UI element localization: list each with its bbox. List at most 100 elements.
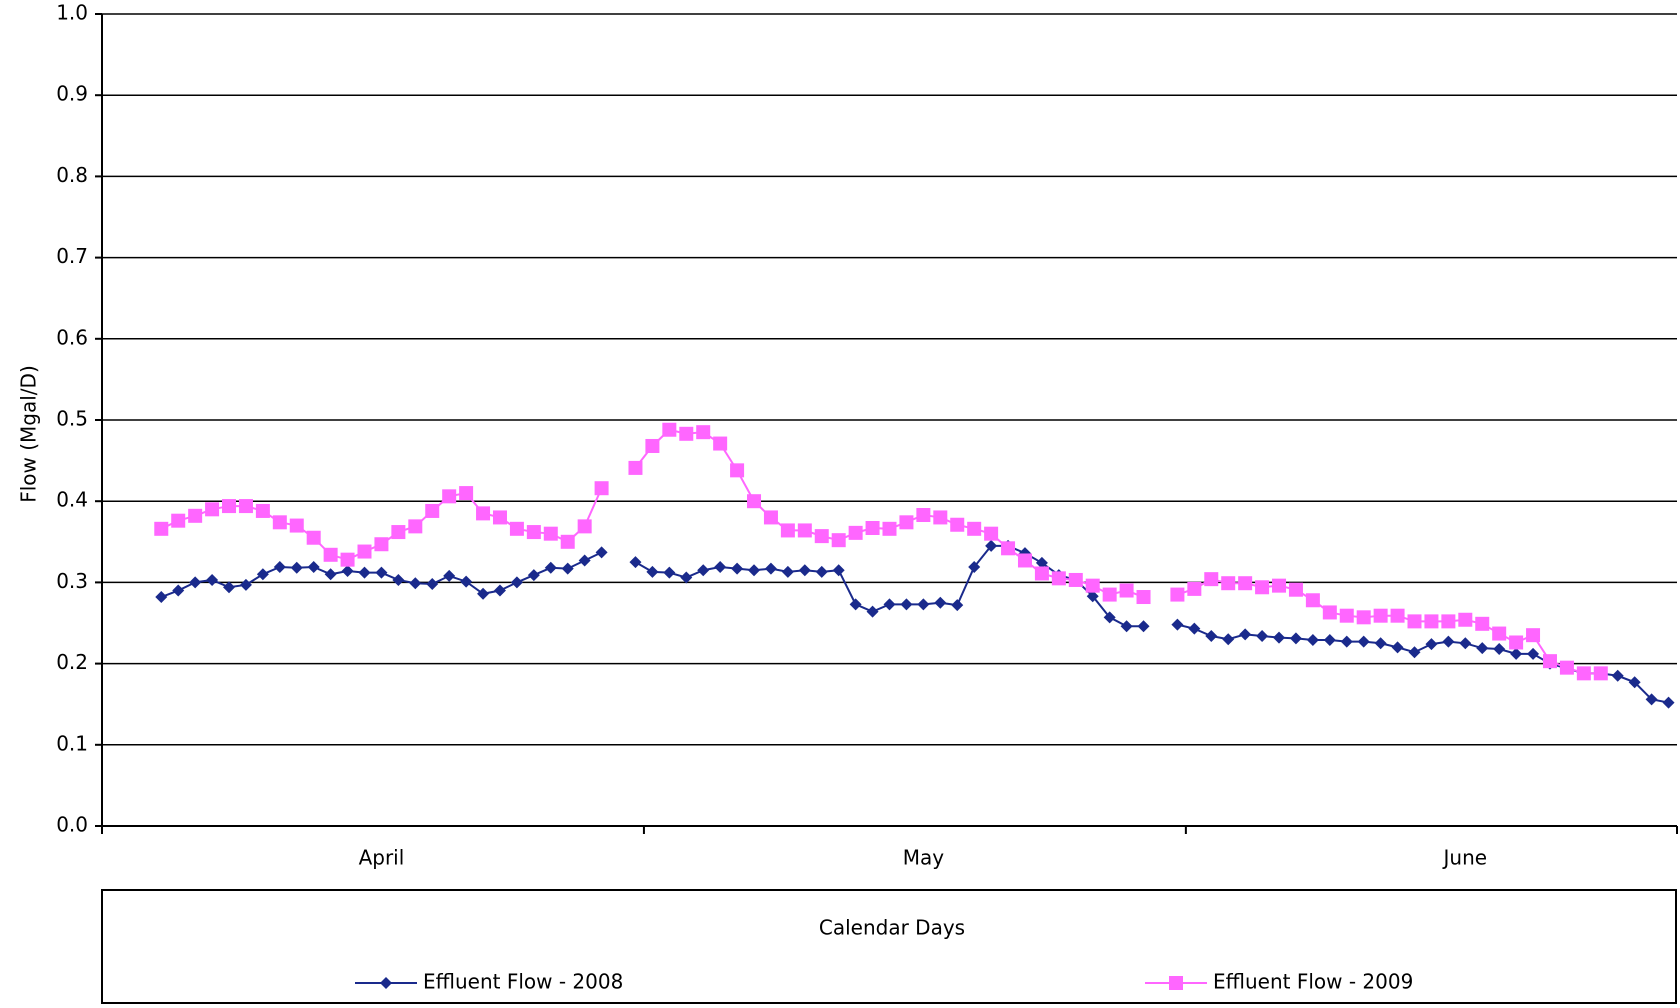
data-point [797, 523, 812, 538]
data-point [391, 525, 406, 540]
data-point [578, 554, 591, 567]
data-point [307, 560, 320, 573]
x-tick-label: May [903, 846, 945, 870]
data-point [1493, 642, 1506, 655]
data-point [950, 517, 965, 532]
data-point [409, 577, 422, 590]
data-point [1408, 646, 1421, 659]
data-point [865, 520, 880, 535]
data-point [375, 566, 388, 579]
legend-box [101, 889, 1677, 1004]
data-point [1407, 614, 1422, 629]
data-point [206, 573, 219, 586]
data-point [1273, 631, 1286, 644]
y-tick-label: 0.9 [56, 82, 88, 106]
data-point [1272, 578, 1287, 593]
data-point [442, 489, 457, 504]
data-point [306, 530, 321, 545]
data-point [968, 560, 981, 573]
data-point [560, 534, 575, 549]
data-point [1306, 634, 1319, 647]
data-point [172, 584, 185, 597]
data-point [1441, 614, 1456, 629]
data-point [510, 576, 523, 589]
data-point [900, 598, 913, 611]
data-point [883, 598, 896, 611]
data-point [984, 526, 999, 541]
data-point [255, 503, 270, 518]
data-point [713, 436, 728, 451]
y-tick-label: 0.3 [56, 569, 88, 593]
data-point [357, 544, 372, 559]
data-point [189, 576, 202, 589]
data-point [882, 521, 897, 536]
data-point [477, 587, 490, 600]
data-point [1255, 580, 1270, 595]
data-point [1425, 638, 1438, 651]
data-point [289, 518, 304, 533]
data-point [1086, 590, 1099, 603]
data-point [899, 515, 914, 530]
x-tick-label: April [359, 846, 405, 870]
data-point [1356, 610, 1371, 625]
data-point [1628, 676, 1641, 689]
data-point [1239, 628, 1252, 641]
data-point [1288, 582, 1303, 597]
data-point [1576, 666, 1591, 681]
data-point [1222, 633, 1235, 646]
data-point [798, 564, 811, 577]
data-point [460, 575, 473, 588]
data-point [679, 426, 694, 441]
data-point [1357, 635, 1370, 648]
data-point [697, 564, 710, 577]
data-point [951, 599, 964, 612]
data-point [628, 460, 643, 475]
data-point [814, 529, 829, 544]
legend-marker [1169, 976, 1183, 990]
data-point [1289, 632, 1302, 645]
legend-label: Effluent Flow - 2009 [1213, 970, 1413, 994]
data-point [629, 556, 642, 569]
data-point [1051, 571, 1066, 586]
data-point [188, 508, 203, 523]
data-point [154, 521, 169, 536]
y-tick-label: 0.5 [56, 407, 88, 431]
data-point [425, 503, 440, 518]
data-point [561, 562, 574, 575]
data-point [1170, 587, 1185, 602]
data-point [1475, 616, 1490, 631]
data-point [1611, 669, 1624, 682]
data-point [205, 502, 220, 517]
data-point [1085, 578, 1100, 593]
data-point [1509, 635, 1524, 650]
data-point [1510, 647, 1523, 660]
data-point [1391, 641, 1404, 654]
data-point [1442, 635, 1455, 648]
data-point [493, 584, 506, 597]
data-point [222, 499, 237, 514]
legend-marker [380, 977, 392, 989]
data-point [238, 499, 253, 514]
data-point [1034, 566, 1049, 581]
y-tick-label: 0.2 [56, 650, 88, 674]
data-point [714, 560, 727, 573]
data-point [272, 515, 287, 530]
data-point [340, 552, 355, 567]
data-point [1035, 556, 1048, 569]
data-point [1205, 629, 1218, 642]
data-point [680, 571, 693, 584]
data-point [815, 565, 828, 578]
data-point [1103, 611, 1116, 624]
data-point [1339, 608, 1354, 623]
data-point [1305, 593, 1320, 608]
data-point [476, 506, 491, 521]
y-tick-label: 0.7 [56, 244, 88, 268]
data-point [747, 494, 762, 509]
data-point [1459, 637, 1472, 650]
data-point [459, 486, 474, 501]
data-point [933, 510, 948, 525]
data-point [1119, 583, 1134, 598]
data-point [730, 463, 745, 478]
